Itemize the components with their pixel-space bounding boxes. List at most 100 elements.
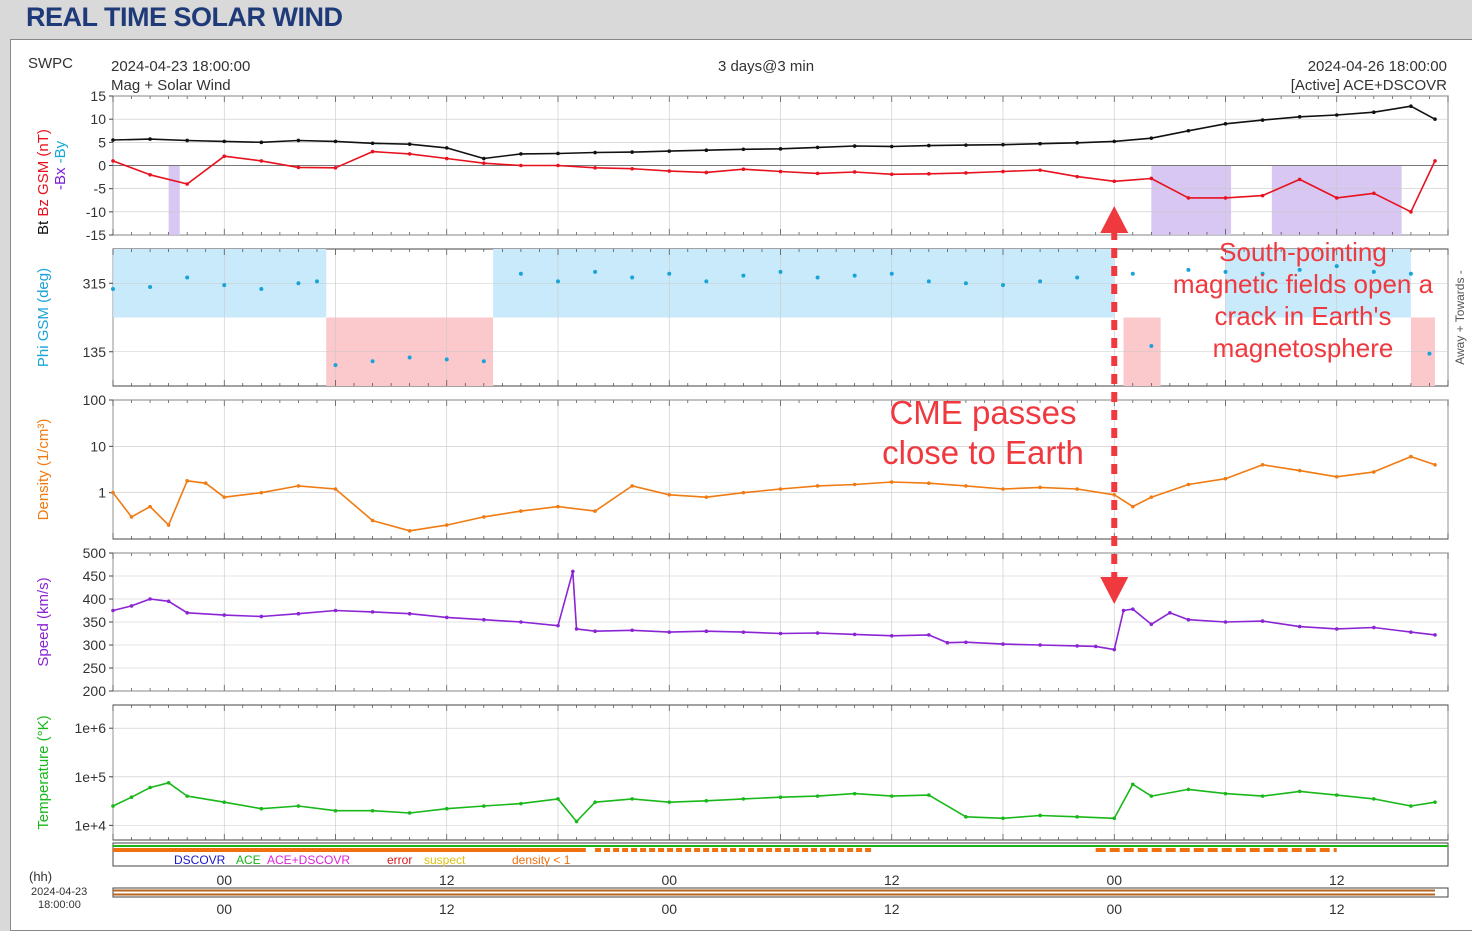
speed-point <box>185 611 189 615</box>
bz-point <box>964 171 968 175</box>
temperature-point <box>1130 782 1135 787</box>
bt-point <box>1149 136 1154 140</box>
bz-south-shade <box>1151 165 1232 235</box>
speed-point <box>667 630 672 634</box>
y-tick-label: 10 <box>90 111 106 127</box>
bt-point <box>444 146 449 150</box>
phi-point <box>1260 271 1265 276</box>
bt-point <box>667 149 672 153</box>
temperature-point <box>556 797 560 801</box>
bt-point <box>482 156 486 161</box>
temperature-point <box>1075 815 1079 819</box>
bt-point <box>519 152 523 156</box>
x-tick-label-lower: 12 <box>884 901 900 917</box>
temperature-point <box>333 808 338 813</box>
speed-point <box>1186 617 1191 622</box>
bz-point <box>667 169 672 173</box>
time-start-clock: 18:00:00 <box>38 899 81 911</box>
speed-point <box>593 629 597 633</box>
bt-point <box>852 144 857 148</box>
x-tick-label: 00 <box>216 872 232 888</box>
temperature-point <box>852 791 857 796</box>
speed-point <box>370 610 375 614</box>
density-point <box>129 515 134 519</box>
phi-point <box>741 273 746 278</box>
chart-subtitle: Mag + Solar Wind <box>111 77 231 94</box>
temperature-point <box>815 794 820 798</box>
phi-panel: 315 135 Phi GSM (deg) Away + Towards - <box>35 248 1467 387</box>
bz-point <box>778 169 783 174</box>
speed-point <box>259 614 264 619</box>
speed-point <box>815 631 820 635</box>
bz-point <box>1297 177 1302 182</box>
x-tick-label-lower: 12 <box>439 901 455 917</box>
speed-point <box>1121 608 1126 613</box>
speed-point <box>889 634 894 638</box>
south-annotation-line: crack in Earth's <box>1215 301 1392 331</box>
bt-point <box>1001 142 1005 147</box>
bt-point <box>407 142 412 146</box>
bt-point <box>704 148 709 153</box>
speed-point <box>1130 607 1135 611</box>
speed-point <box>296 611 301 616</box>
density-point <box>1149 495 1154 499</box>
bt-point <box>1223 122 1228 126</box>
density-point <box>296 484 301 488</box>
speed-point <box>1168 611 1172 615</box>
temperature-panel: 1e+6 1e+5 1e+4 Temperature (°K) <box>35 704 1449 841</box>
temperature-point <box>166 781 171 785</box>
speed-point <box>1297 624 1302 629</box>
phi-point <box>296 281 301 286</box>
x-tick-label: 12 <box>1329 872 1345 888</box>
bt-point <box>1075 140 1079 145</box>
y-tick-label: 450 <box>83 568 107 584</box>
y-tick-label: 300 <box>83 637 107 653</box>
bz-point <box>296 165 301 170</box>
y-tick-label: 200 <box>83 683 107 699</box>
phi-point <box>926 279 931 284</box>
x-tick-label-lower: 00 <box>661 901 677 917</box>
end-time: 2024-04-26 18:00:00 <box>1308 58 1447 75</box>
bz-point <box>1075 174 1079 179</box>
y-tick-label: -10 <box>86 204 106 220</box>
phi-point <box>593 269 598 274</box>
speed-point <box>1223 620 1228 624</box>
legend-item-4: suspect <box>424 853 466 867</box>
y-tick-label: 1e+6 <box>74 720 106 736</box>
legend-item-2: ACE+DSCOVR <box>267 853 350 867</box>
bt-point <box>259 140 264 145</box>
phi-point <box>185 275 190 280</box>
bt-point <box>1372 110 1376 115</box>
speed-point <box>778 631 783 636</box>
temperature-point <box>1260 794 1265 798</box>
phi-point <box>111 286 115 291</box>
density-point <box>815 484 820 488</box>
phi-point <box>518 271 523 276</box>
density-point <box>1186 482 1191 487</box>
bz-point <box>815 171 820 176</box>
y-tick-label: 315 <box>83 275 107 291</box>
temperature-point <box>889 794 894 798</box>
bz-point <box>111 159 115 163</box>
temperature-point <box>1372 797 1376 801</box>
phi-point <box>444 357 449 362</box>
phi-point <box>630 275 635 280</box>
phi-point <box>222 283 227 288</box>
phi-y-label: Phi GSM (deg) <box>35 268 52 367</box>
solar-wind-chart: SWPC 2024-04-23 18:00:00 Mag + Solar Win… <box>28 55 1467 917</box>
y-tick-label: 1e+5 <box>74 769 106 785</box>
density-point <box>519 509 523 513</box>
phi-point <box>1186 267 1191 272</box>
bfield-panel: 15 10 5 0 -5 -10 -15 Bt Bz GSM (nT) -Bx -By <box>35 88 1449 243</box>
phi-point <box>481 359 486 364</box>
speed-point <box>111 608 115 613</box>
speed-point <box>333 608 338 613</box>
bz-point <box>1186 196 1191 200</box>
density-point <box>407 529 412 533</box>
y-tick-label: 400 <box>83 591 107 607</box>
bz-point <box>333 166 338 170</box>
time-start-date: 2024-04-23 <box>31 886 87 898</box>
bz-point <box>741 167 746 172</box>
density-point <box>1112 492 1117 497</box>
density-point <box>1372 470 1376 474</box>
